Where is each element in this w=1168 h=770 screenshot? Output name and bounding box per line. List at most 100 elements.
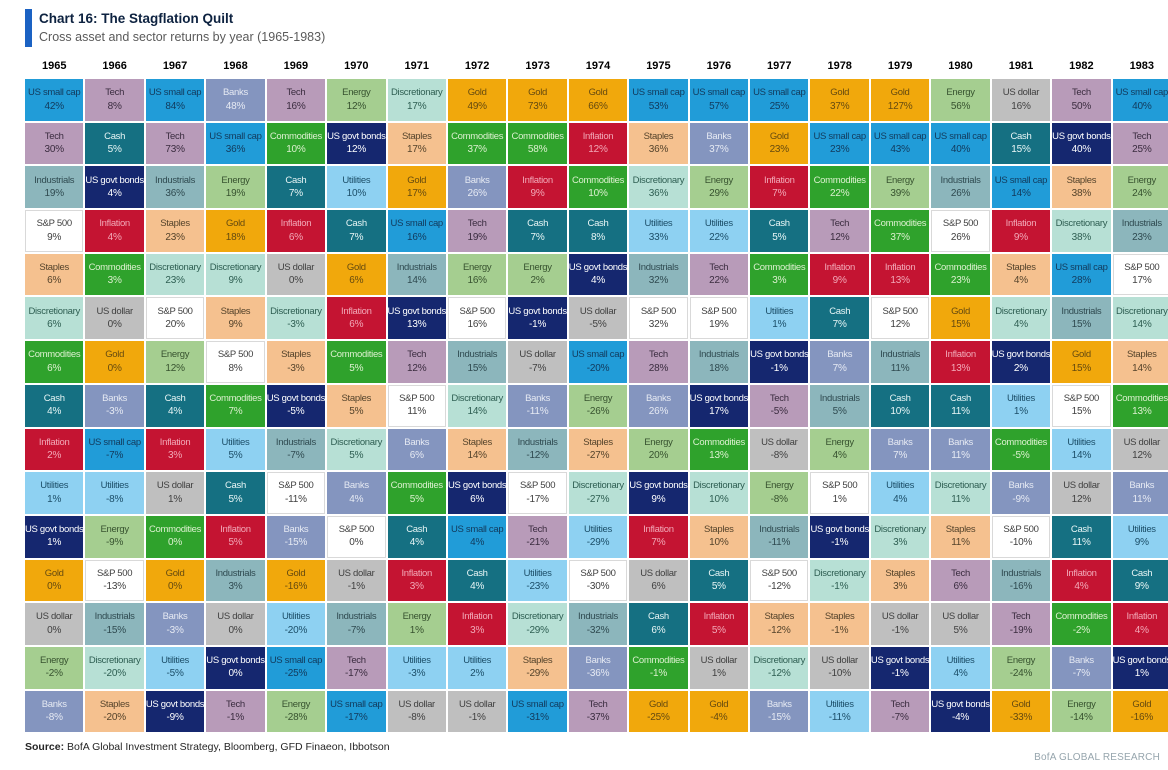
asset-name: US govt bonds bbox=[689, 392, 749, 404]
quilt-cell: Gold 0% bbox=[85, 341, 144, 383]
quilt-cell: Gold 73% bbox=[508, 79, 567, 121]
quilt-cell: Inflation 3% bbox=[387, 559, 446, 602]
asset-return: -21% bbox=[526, 537, 549, 549]
asset-return: 1% bbox=[168, 493, 183, 505]
quilt-cell: Utilities 4% bbox=[870, 472, 930, 514]
quilt-cell: Staples 36% bbox=[629, 122, 688, 165]
asset-return: -7% bbox=[528, 362, 547, 374]
asset-name: Banks bbox=[887, 436, 913, 448]
quilt-cell: Staples 6% bbox=[25, 253, 84, 296]
asset-name: Tech bbox=[648, 349, 668, 361]
asset-return: 17% bbox=[709, 406, 729, 418]
asset-name: Inflation bbox=[763, 174, 795, 186]
asset-name: Discretionary bbox=[753, 655, 806, 667]
asset-name: US dollar bbox=[519, 349, 556, 361]
quilt-cell: Utilities -5% bbox=[145, 646, 205, 689]
asset-return: 20% bbox=[648, 450, 669, 462]
asset-return: -29% bbox=[586, 537, 610, 549]
quilt-cell: Discretionary 23% bbox=[145, 253, 205, 296]
asset-name: Banks bbox=[464, 174, 490, 186]
asset-name: Commodities bbox=[330, 349, 383, 361]
asset-return: 9% bbox=[530, 187, 545, 199]
quilt-cell: Commodities 5% bbox=[387, 472, 446, 514]
quilt-cell: US govt bonds 0% bbox=[206, 646, 265, 689]
year-label: 1978 bbox=[827, 60, 852, 72]
quilt-cell: Energy -24% bbox=[991, 646, 1051, 689]
asset-name: Discretionary bbox=[632, 174, 685, 186]
asset-return: 14% bbox=[467, 406, 487, 418]
asset-name: Staples bbox=[1066, 174, 1097, 186]
quilt-cell: Banks -15% bbox=[266, 515, 326, 558]
asset-name: Tech bbox=[528, 524, 548, 536]
asset-name: US govt bonds bbox=[447, 480, 507, 492]
quilt-cell: Staples 23% bbox=[145, 210, 205, 252]
asset-return: -20% bbox=[586, 362, 610, 374]
quilt-cell: Energy 4% bbox=[810, 428, 869, 471]
asset-name: Utilities bbox=[342, 174, 371, 186]
quilt-cell: Utilities 10% bbox=[327, 166, 386, 209]
quilt-cell: Cash 7% bbox=[508, 210, 567, 252]
quilt-cell: Tech 16% bbox=[266, 79, 326, 121]
quilt-cell: Discretionary 17% bbox=[387, 79, 446, 121]
asset-return: 4% bbox=[893, 493, 908, 505]
asset-return: 9% bbox=[1134, 537, 1149, 549]
asset-return: 29% bbox=[709, 187, 729, 199]
asset-name: Gold bbox=[528, 87, 548, 99]
asset-return: -16% bbox=[1130, 712, 1154, 724]
quilt-cell: Tech -21% bbox=[508, 515, 567, 558]
asset-return: -8% bbox=[770, 450, 788, 462]
quilt-cell: Inflation 4% bbox=[85, 210, 144, 252]
asset-return: 12% bbox=[346, 144, 367, 156]
asset-name: US small cap bbox=[148, 87, 202, 99]
asset-name: US govt bonds bbox=[25, 524, 84, 536]
asset-return: 12% bbox=[407, 362, 427, 374]
quilt-cell: Inflation 7% bbox=[629, 515, 688, 558]
asset-name: Cash bbox=[104, 130, 126, 142]
asset-return: 58% bbox=[527, 144, 548, 156]
asset-return: 19% bbox=[709, 318, 729, 330]
quilt-cell: Industrials -7% bbox=[327, 603, 386, 645]
asset-return: 15% bbox=[950, 318, 971, 330]
quilt-cell: US dollar 0% bbox=[206, 603, 265, 645]
quilt-cell: US dollar -8% bbox=[750, 428, 809, 471]
asset-return: -20% bbox=[103, 668, 126, 680]
quilt-cell: Gold 37% bbox=[810, 79, 869, 121]
quilt-cell: Commodities 0% bbox=[145, 515, 205, 558]
quilt-cell: Utilities 4% bbox=[931, 646, 990, 689]
asset-return: 4% bbox=[470, 581, 485, 593]
asset-return: 4% bbox=[1013, 275, 1028, 287]
asset-name: Discretionary bbox=[693, 480, 745, 492]
asset-return: 3% bbox=[168, 450, 183, 462]
quilt-cell: Commodities 23% bbox=[931, 253, 990, 296]
asset-return: 3% bbox=[893, 537, 908, 549]
asset-name: Commodities bbox=[753, 261, 806, 273]
quilt-cell: Energy 56% bbox=[931, 79, 990, 121]
quilt-cell: Industrials 15% bbox=[1052, 297, 1111, 340]
quilt-cell: Commodities -2% bbox=[1052, 603, 1111, 645]
asset-name: Energy bbox=[402, 611, 432, 623]
quilt-cell: US govt bonds -5% bbox=[266, 384, 325, 427]
asset-return: -26% bbox=[586, 406, 610, 418]
asset-return: 4% bbox=[590, 275, 606, 287]
quilt-cell: S&P 500 -17% bbox=[508, 472, 567, 514]
quilt-cell: Commodities 22% bbox=[810, 166, 869, 209]
quilt-cell: Industrials 23% bbox=[1112, 210, 1168, 252]
asset-name: Gold bbox=[44, 567, 64, 579]
asset-name: Staples bbox=[764, 611, 795, 623]
asset-return: 17% bbox=[1132, 275, 1152, 287]
asset-name: S&P 500 bbox=[640, 305, 677, 317]
quilt-cell: Commodities -1% bbox=[629, 646, 688, 689]
asset-name: Banks bbox=[1068, 655, 1094, 667]
asset-return: 13% bbox=[709, 450, 729, 462]
asset-return: 10% bbox=[588, 187, 608, 199]
asset-return: -17% bbox=[345, 668, 368, 680]
asset-name: Gold bbox=[830, 87, 850, 99]
asset-name: S&P 500 bbox=[399, 392, 435, 404]
asset-name: Tech bbox=[1132, 130, 1152, 142]
source-note: Source: BofA Global Investment Strategy,… bbox=[25, 741, 390, 753]
asset-return: 4% bbox=[409, 537, 424, 549]
asset-return: -3% bbox=[287, 318, 305, 330]
asset-name: S&P 500 bbox=[36, 218, 73, 230]
asset-return: 36% bbox=[648, 187, 669, 199]
